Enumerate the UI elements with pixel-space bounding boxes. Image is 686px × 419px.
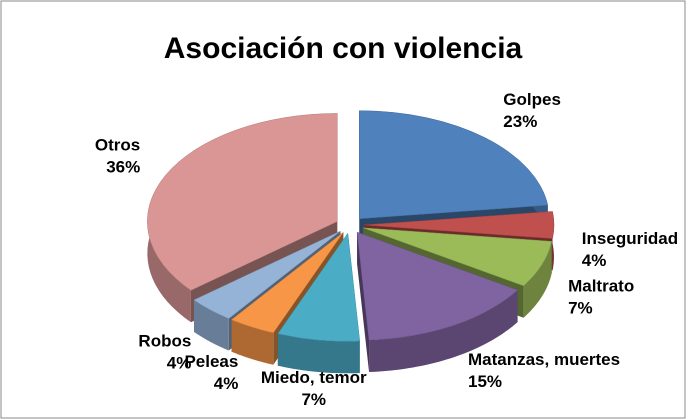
data-label-value: 4% bbox=[167, 353, 192, 372]
slice-top bbox=[277, 232, 361, 342]
slice-side bbox=[277, 333, 360, 374]
data-label-value: 7% bbox=[301, 390, 326, 409]
slice-top bbox=[147, 113, 338, 291]
data-label-value: 4% bbox=[214, 374, 239, 393]
slice-top bbox=[231, 232, 344, 334]
data-label-value: 7% bbox=[568, 299, 593, 318]
data-label-name: Otros bbox=[95, 136, 140, 155]
data-label-value: 15% bbox=[468, 372, 502, 391]
data-label-value: 4% bbox=[582, 251, 607, 270]
slice-top bbox=[359, 110, 549, 219]
slice-side bbox=[369, 290, 518, 373]
data-label-name: Inseguridad bbox=[582, 229, 678, 248]
slice-side bbox=[523, 241, 552, 318]
slice-top bbox=[363, 227, 552, 287]
chart-title: Asociación con violencia bbox=[164, 32, 523, 65]
slice bbox=[356, 231, 519, 373]
data-label-name: Peleas bbox=[184, 352, 238, 371]
slice-top bbox=[193, 230, 341, 319]
slice-top bbox=[363, 211, 555, 239]
slice-side bbox=[194, 299, 229, 351]
data-label-name: Maltrato bbox=[568, 277, 634, 296]
data-label-name: Miedo, temor bbox=[261, 368, 367, 387]
slice-side bbox=[231, 319, 274, 365]
data-label-value: 23% bbox=[503, 112, 537, 131]
data-label-value: 36% bbox=[106, 158, 140, 177]
slice-top bbox=[356, 231, 519, 341]
slice bbox=[277, 232, 361, 374]
data-label-name: Matanzas, muertes bbox=[468, 350, 620, 369]
data-label-name: Golpes bbox=[503, 90, 561, 109]
slice-wall bbox=[357, 232, 370, 373]
data-label-name: Robos bbox=[138, 331, 191, 350]
